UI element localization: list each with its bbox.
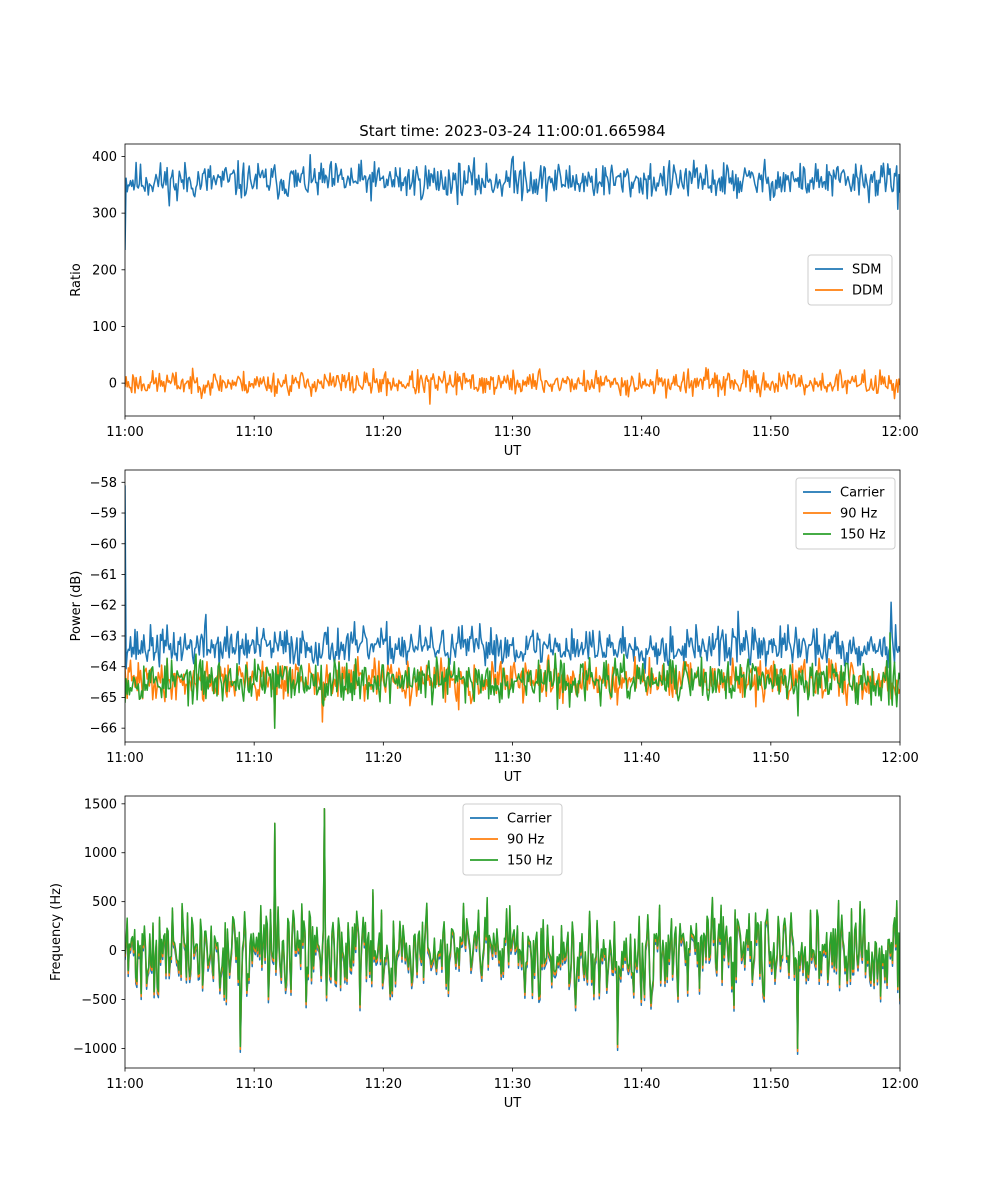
x-tick-label: 11:50 — [752, 425, 789, 440]
x-tick-label: 11:20 — [365, 425, 402, 440]
x-tick-label: 12:00 — [881, 751, 918, 766]
axes-frame — [124, 469, 901, 743]
legend: SDM DDM — [807, 254, 893, 306]
x-tick-label: 11:30 — [494, 425, 531, 440]
legend-label: 90 Hz — [507, 833, 544, 848]
y-axis-label: Ratio — [69, 263, 84, 296]
y-tick-label: −64 — [90, 660, 117, 675]
x-tick-label: 11:40 — [623, 425, 660, 440]
legend: Carrier 90 Hz 150 Hz — [462, 803, 563, 876]
x-tick-label: 11:10 — [235, 751, 272, 766]
y-tick-label: 1000 — [84, 846, 117, 861]
legend-label: SDM — [852, 263, 881, 278]
x-tick-label: 11:40 — [623, 751, 660, 766]
y-tick-label: 0 — [109, 944, 117, 959]
x-tick-label: 11:30 — [494, 751, 531, 766]
series-line-carrier — [125, 485, 900, 674]
y-tick-label: −60 — [90, 537, 117, 552]
legend-label: 90 Hz — [840, 507, 877, 522]
y-tick-label: 400 — [92, 150, 117, 165]
x-tick-label: 11:00 — [106, 1077, 143, 1092]
chart-title: Start time: 2023-03-24 11:00:01.665984 — [359, 122, 665, 140]
y-tick-label: −58 — [90, 476, 117, 491]
legend-label: 150 Hz — [840, 528, 886, 543]
y-tick-label: −66 — [90, 722, 117, 737]
x-axis-label: UT — [504, 1096, 522, 1111]
y-tick-label: −1000 — [73, 1042, 117, 1057]
x-tick-label: 11:00 — [106, 751, 143, 766]
legend: Carrier 90 Hz 150 Hz — [795, 477, 896, 550]
x-tick-label: 12:00 — [881, 425, 918, 440]
x-tick-label: 12:00 — [881, 1077, 918, 1092]
y-tick-label: 500 — [92, 895, 117, 910]
series-line-ddm — [125, 367, 900, 405]
panel-1: 11:00 11:10 11:20 11:30 11:40 11:50 12:00 0 100 2… — [69, 122, 919, 459]
y-tick-label: 200 — [92, 263, 117, 278]
x-tick-label: 11:20 — [365, 1077, 402, 1092]
series-line-150-hz — [125, 632, 900, 729]
legend-label: Carrier — [840, 486, 885, 501]
x-tick-label: 11:10 — [235, 425, 272, 440]
y-tick-label: −500 — [81, 993, 117, 1008]
legend-label: DDM — [852, 284, 883, 299]
y-tick-label: −65 — [90, 691, 117, 706]
panel-3: 11:00 11:10 11:20 11:30 11:40 11:50 12:00 −1000… — [49, 795, 919, 1111]
x-tick-label: 11:00 — [106, 425, 143, 440]
series-line-sdm — [125, 154, 900, 251]
panel-2: 11:00 11:10 11:20 11:30 11:40 11:50 12:00 −66 −6… — [69, 469, 919, 785]
y-tick-label: 300 — [92, 207, 117, 222]
x-tick-label: 11:20 — [365, 751, 402, 766]
series-line-150-hz — [125, 807, 900, 1050]
legend-box — [462, 803, 563, 876]
x-axis-label: UT — [504, 444, 522, 459]
y-axis-label: Frequency (Hz) — [49, 883, 64, 981]
legend-box — [807, 254, 893, 306]
y-tick-label: 0 — [109, 377, 117, 392]
y-tick-label: −59 — [90, 507, 117, 522]
y-tick-label: −63 — [90, 629, 117, 644]
y-tick-label: 100 — [92, 320, 117, 335]
x-tick-label: 11:30 — [494, 1077, 531, 1092]
x-axis-label: UT — [504, 770, 522, 785]
y-tick-label: −62 — [90, 599, 117, 614]
legend-label: 150 Hz — [507, 854, 553, 869]
y-axis-label: Power (dB) — [69, 571, 84, 642]
legend-box — [795, 477, 896, 550]
x-tick-label: 11:50 — [752, 1077, 789, 1092]
legend-label: Carrier — [507, 812, 552, 827]
x-tick-label: 11:50 — [752, 751, 789, 766]
y-tick-label: 1500 — [84, 797, 117, 812]
x-tick-label: 11:40 — [623, 1077, 660, 1092]
x-tick-label: 11:10 — [235, 1077, 272, 1092]
y-tick-label: −61 — [90, 568, 117, 583]
